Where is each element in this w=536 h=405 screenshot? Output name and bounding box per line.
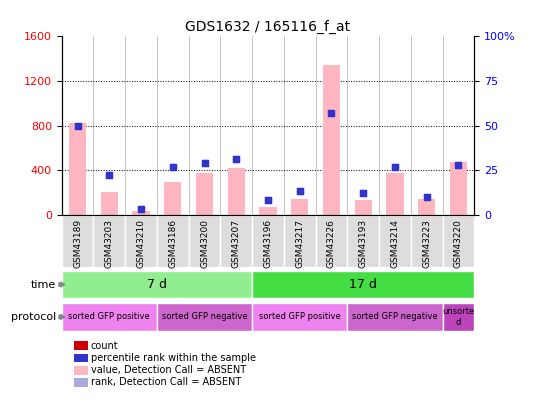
Point	[232, 156, 241, 163]
Bar	[347, 215, 379, 267]
Text: GSM43196: GSM43196	[264, 219, 272, 268]
Bar	[443, 215, 474, 267]
Bar	[132, 211, 150, 215]
Point	[391, 163, 399, 170]
Bar	[450, 162, 467, 215]
Point	[422, 194, 431, 200]
Text: GSM43217: GSM43217	[295, 219, 304, 268]
Point	[264, 197, 272, 204]
Text: unsorte
d: unsorte d	[442, 307, 474, 326]
Text: rank, Detection Call = ABSENT: rank, Detection Call = ABSENT	[91, 377, 241, 388]
Text: time: time	[31, 279, 56, 290]
Point	[105, 172, 114, 179]
Bar	[62, 215, 93, 267]
Text: GSM43200: GSM43200	[200, 219, 209, 268]
Text: 17 d: 17 d	[349, 278, 377, 291]
Bar	[74, 354, 88, 362]
Point	[327, 110, 336, 116]
Point	[391, 163, 399, 170]
Bar	[157, 303, 252, 330]
Bar	[252, 215, 284, 267]
Point	[137, 206, 145, 213]
Point	[73, 122, 82, 129]
Text: GSM43210: GSM43210	[137, 219, 145, 268]
Bar	[125, 215, 157, 267]
Text: value, Detection Call = ABSENT: value, Detection Call = ABSENT	[91, 365, 245, 375]
Text: GSM43186: GSM43186	[168, 219, 177, 268]
Bar	[157, 215, 189, 267]
Bar	[354, 200, 372, 215]
Text: GSM43189: GSM43189	[73, 219, 82, 268]
Text: sorted GFP positive: sorted GFP positive	[259, 312, 340, 322]
Point	[295, 188, 304, 195]
Point	[454, 162, 463, 168]
Bar	[62, 271, 252, 298]
Bar	[74, 366, 88, 375]
Text: sorted GFP positive: sorted GFP positive	[69, 312, 150, 322]
Text: percentile rank within the sample: percentile rank within the sample	[91, 353, 256, 363]
Bar	[284, 215, 316, 267]
Bar	[74, 341, 88, 350]
Bar	[291, 199, 309, 215]
Bar	[227, 168, 245, 215]
Text: GSM43220: GSM43220	[454, 219, 463, 268]
Text: GSM43223: GSM43223	[422, 219, 431, 268]
Point	[327, 110, 336, 116]
Bar	[323, 66, 340, 215]
Point	[295, 188, 304, 195]
Bar	[252, 271, 474, 298]
Bar	[443, 303, 474, 330]
Text: count: count	[91, 341, 118, 351]
Point	[105, 172, 114, 179]
Text: sorted GFP negative: sorted GFP negative	[352, 312, 438, 322]
Point	[137, 206, 145, 213]
Bar	[411, 215, 443, 267]
Point	[168, 163, 177, 170]
Point	[168, 163, 177, 170]
Point	[422, 194, 431, 200]
Bar	[347, 303, 443, 330]
Bar	[69, 123, 86, 215]
Bar	[252, 303, 347, 330]
Bar	[101, 192, 118, 215]
Text: GSM43193: GSM43193	[359, 219, 368, 268]
Point	[73, 122, 82, 129]
Text: GSM43203: GSM43203	[105, 219, 114, 268]
Bar	[93, 215, 125, 267]
Text: GSM43226: GSM43226	[327, 219, 336, 268]
Text: protocol: protocol	[11, 312, 56, 322]
Text: GSM43207: GSM43207	[232, 219, 241, 268]
Bar	[196, 173, 213, 215]
Bar	[259, 207, 277, 215]
Bar	[379, 215, 411, 267]
Bar	[164, 182, 182, 215]
Bar	[386, 173, 404, 215]
Bar	[316, 215, 347, 267]
Text: 7 d: 7 d	[147, 278, 167, 291]
Bar	[62, 303, 157, 330]
Point	[200, 160, 209, 166]
Point	[200, 160, 209, 166]
Point	[454, 162, 463, 168]
Bar	[189, 215, 220, 267]
Point	[359, 190, 368, 196]
Text: sorted GFP negative: sorted GFP negative	[162, 312, 247, 322]
Point	[264, 197, 272, 204]
Title: GDS1632 / 165116_f_at: GDS1632 / 165116_f_at	[185, 20, 351, 34]
Bar	[220, 215, 252, 267]
Bar	[418, 199, 435, 215]
Text: GSM43214: GSM43214	[391, 219, 399, 268]
Point	[232, 156, 241, 163]
Bar	[74, 378, 88, 387]
Point	[359, 190, 368, 196]
